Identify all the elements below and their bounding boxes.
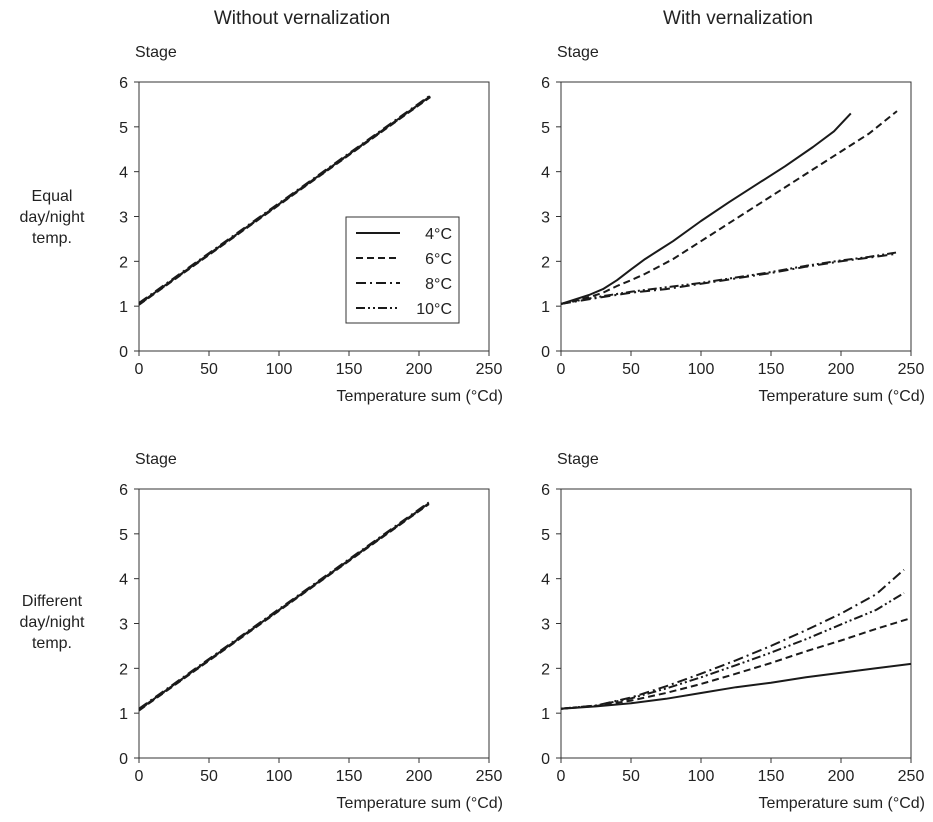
- y-tick-label: 2: [119, 254, 128, 271]
- y-tick-label: 1: [541, 706, 550, 723]
- y-tick-label: 6: [541, 482, 550, 499]
- x-tick-label: 250: [476, 361, 503, 378]
- row-label-equal-line-3: temp.: [32, 230, 72, 247]
- series-line-dash-dot-dot: [138, 502, 430, 711]
- row-label-different-line-1: Different: [22, 593, 83, 610]
- x-tick-label: 250: [898, 768, 925, 785]
- x-tick-label: 100: [266, 768, 293, 785]
- x-axis-label: Temperature sum (°Cd): [337, 795, 503, 812]
- x-axis-label: Temperature sum (°Cd): [759, 795, 925, 812]
- y-axis-label: Stage: [135, 44, 177, 61]
- series-line-dash-dot-dot: [560, 251, 898, 305]
- x-axis-label: Temperature sum (°Cd): [759, 388, 925, 405]
- panel-bottom-right: 0 50 100 150 200 250 0 1 2 3 4 5 6 Stage Temperature s…: [541, 451, 925, 812]
- x-tick-label: 200: [828, 768, 855, 785]
- column-title-without-vernalization: Without vernalization: [214, 8, 390, 29]
- x-tick-label: 150: [758, 361, 785, 378]
- legend-label: 10°C: [416, 301, 452, 318]
- y-tick-label: 3: [541, 617, 550, 634]
- row-label-equal: Equal day/night temp.: [20, 188, 85, 247]
- row-label-different-line-3: temp.: [32, 635, 72, 652]
- x-tick-label: 250: [476, 768, 503, 785]
- y-tick-label: 4: [119, 572, 128, 589]
- x-tick-label: 150: [336, 768, 363, 785]
- y-tick-label: 3: [541, 210, 550, 227]
- y-tick-label: 6: [119, 482, 128, 499]
- x-tick-label: 200: [406, 768, 433, 785]
- series-line-dash-dot: [560, 252, 898, 305]
- y-tick-label: 4: [541, 572, 550, 589]
- plot-frame: [560, 81, 912, 352]
- legend-label: 8°C: [425, 276, 452, 293]
- row-label-different: Different day/night temp.: [20, 593, 85, 652]
- y-tick-label: 5: [119, 527, 128, 544]
- y-tick-label: 2: [541, 661, 550, 678]
- panel-top-left: 0 50 100 150 200 250 0 1 2 3 4 5 6 Stage Temperature s…: [119, 44, 503, 405]
- y-tick-label: 6: [541, 75, 550, 92]
- x-tick-label: 100: [688, 768, 715, 785]
- x-tick-label: 200: [828, 361, 855, 378]
- x-tick-label: 0: [557, 768, 566, 785]
- y-axis-label: Stage: [557, 44, 599, 61]
- plot-frame: [138, 488, 490, 759]
- x-tick-label: 0: [557, 361, 566, 378]
- y-tick-label: 5: [119, 120, 128, 137]
- y-tick-label: 1: [119, 706, 128, 723]
- legend-label: 4°C: [425, 226, 452, 243]
- series-line-solid: [560, 662, 912, 710]
- y-tick-label: 0: [541, 751, 550, 768]
- series-line-dash-dot-dot: [138, 95, 431, 306]
- series-line-dashed: [560, 110, 898, 305]
- x-tick-label: 50: [622, 768, 640, 785]
- y-tick-label: 5: [541, 527, 550, 544]
- y-tick-label: 3: [119, 210, 128, 227]
- x-tick-label: 0: [135, 361, 144, 378]
- x-tick-label: 100: [688, 361, 715, 378]
- x-tick-label: 100: [266, 361, 293, 378]
- row-label-equal-line-1: Equal: [32, 188, 73, 205]
- x-tick-label: 250: [898, 361, 925, 378]
- row-label-equal-line-2: day/night: [20, 209, 85, 226]
- legend: 4°C 6°C 8°C 10°C: [345, 216, 460, 324]
- y-tick-label: 0: [119, 751, 128, 768]
- plot-frame: [560, 488, 912, 759]
- legend-box: [345, 216, 460, 324]
- x-tick-label: 0: [135, 768, 144, 785]
- x-tick-label: 50: [200, 768, 218, 785]
- y-tick-label: 2: [119, 661, 128, 678]
- panel-bottom-left: 0 50 100 150 200 250 0 1 2 3 4 5 6 Stage Temperature s…: [119, 451, 503, 812]
- x-tick-label: 50: [622, 361, 640, 378]
- column-title-with-vernalization: With vernalization: [663, 8, 813, 29]
- y-tick-label: 1: [119, 299, 128, 316]
- x-tick-label: 150: [758, 768, 785, 785]
- y-tick-label: 5: [541, 120, 550, 137]
- panel-top-right: 0 50 100 150 200 250 0 1 2 3 4 5 6 Stage Temperature s…: [541, 44, 925, 405]
- x-axis-label: Temperature sum (°Cd): [337, 388, 503, 405]
- series-line-dash-dot-dot: [560, 592, 905, 710]
- series-line-dashed: [560, 617, 912, 710]
- series-line-dash-dot: [560, 568, 905, 710]
- y-axis-label: Stage: [557, 451, 599, 468]
- legend-label: 6°C: [425, 251, 452, 268]
- series-line-solid: [560, 112, 852, 305]
- y-tick-label: 3: [119, 617, 128, 634]
- y-tick-label: 0: [541, 344, 550, 361]
- y-axis-label: Stage: [135, 451, 177, 468]
- y-tick-label: 4: [541, 165, 550, 182]
- y-tick-label: 1: [541, 299, 550, 316]
- x-tick-label: 150: [336, 361, 363, 378]
- x-tick-label: 50: [200, 361, 218, 378]
- y-tick-label: 6: [119, 75, 128, 92]
- y-tick-label: 0: [119, 344, 128, 361]
- row-label-different-line-2: day/night: [20, 614, 85, 631]
- y-tick-label: 2: [541, 254, 550, 271]
- x-tick-label: 200: [406, 361, 433, 378]
- y-tick-label: 4: [119, 165, 128, 182]
